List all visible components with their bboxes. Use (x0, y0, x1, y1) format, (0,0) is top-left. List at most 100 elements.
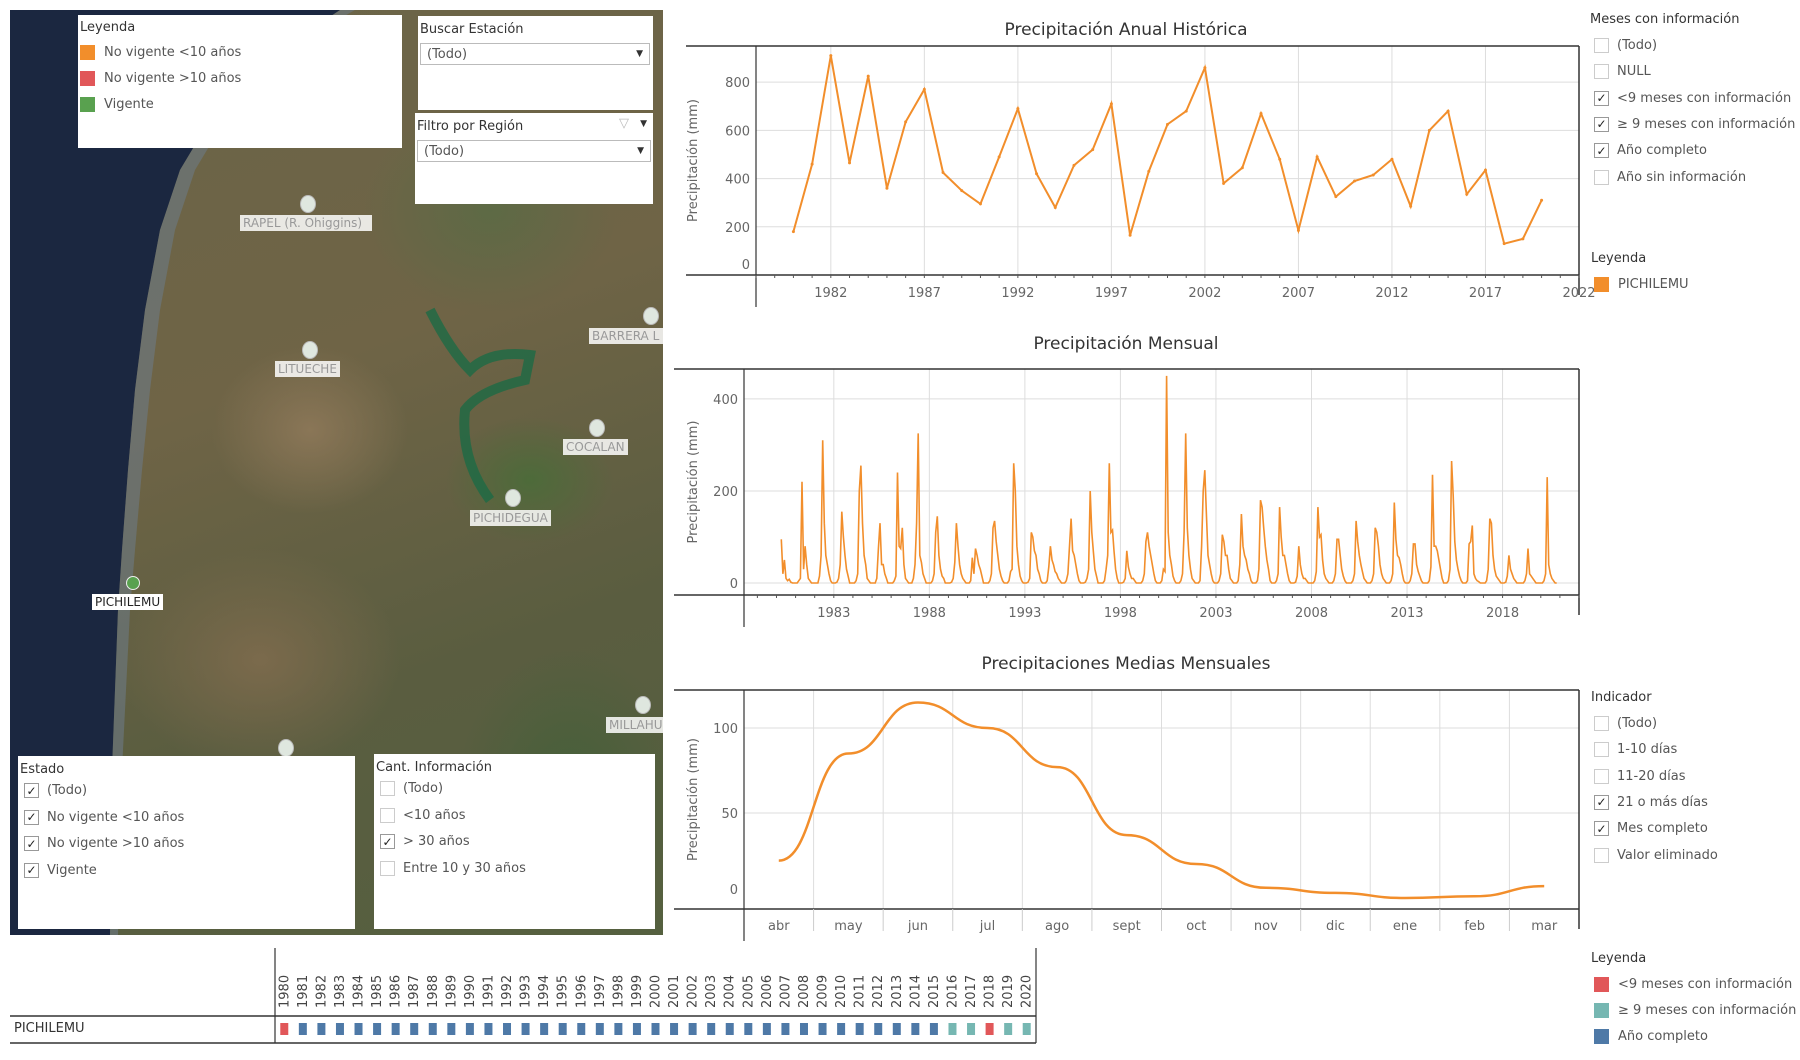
annual-data-point (997, 155, 1001, 159)
checkbox-unchecked[interactable] (1594, 169, 1609, 185)
checkbox-checked[interactable]: ✓ (24, 862, 39, 878)
year-column-header: 1981 (296, 975, 311, 1008)
station-marker-selected[interactable] (126, 576, 140, 590)
year-status-cell (818, 1023, 827, 1035)
x-tick-label: 2012 (1375, 286, 1408, 301)
checkbox-item[interactable]: Valor eliminado (1594, 847, 1718, 863)
year-column-header: 1995 (556, 975, 571, 1008)
station-marker[interactable] (643, 307, 659, 325)
checkbox-item[interactable]: 1-10 días (1594, 742, 1678, 758)
station-marker[interactable] (635, 696, 651, 714)
checkbox-item[interactable]: ✓ Vigente (24, 862, 97, 878)
checkbox-item[interactable]: NULL (1594, 64, 1651, 80)
checkbox-label: <10 años (403, 807, 466, 823)
checkbox-checked[interactable]: ✓ (380, 834, 395, 849)
checkbox-item[interactable]: (Todo) (1594, 716, 1657, 731)
station-label-pichilemu[interactable]: PICHILEMU (92, 594, 164, 610)
checkbox-item[interactable]: ✓ No vigente <10 años (24, 809, 184, 825)
x-tick-label: 1988 (913, 606, 946, 621)
checkbox-item[interactable]: 11-20 días (1594, 768, 1686, 784)
y-tick-label: 0 (730, 883, 738, 898)
annual-data-point (1371, 173, 1375, 177)
checkbox-unchecked[interactable] (380, 860, 395, 876)
station-label-cocalan[interactable]: COCALAN (563, 439, 628, 455)
y-tick-label: 50 (721, 807, 738, 822)
year-status-cell (428, 1023, 437, 1035)
filter-funnel-icon[interactable]: ▽ (619, 116, 629, 131)
annual-data-point (941, 171, 945, 175)
checkbox-unchecked[interactable] (1594, 716, 1609, 731)
filtro-region-select[interactable]: (Todo) ▼ (417, 140, 651, 162)
year-column-header: 2007 (778, 975, 793, 1008)
year-column-header: 1983 (333, 975, 348, 1008)
station-label-pichidegua[interactable]: PICHIDEGUA (470, 510, 551, 526)
checkbox-checked[interactable]: ✓ (24, 836, 39, 851)
checkbox-unchecked[interactable] (380, 807, 395, 823)
station-label-millahue[interactable]: MILLAHU (606, 717, 663, 733)
year-status-cell (503, 1023, 512, 1035)
year-status-cell (410, 1023, 419, 1035)
checkbox-item[interactable]: ✓ ≥ 9 meses con información (1594, 116, 1795, 132)
checkbox-checked[interactable]: ✓ (1594, 143, 1609, 159)
x-tick-label: 2003 (1199, 606, 1232, 621)
checkbox-label: (Todo) (1617, 716, 1658, 731)
station-marker[interactable] (300, 195, 316, 213)
station-map[interactable]: Leyenda No vigente <10 años No vigente >… (10, 10, 663, 935)
station-marker[interactable] (302, 341, 318, 359)
y-axis-label: Precipitación (mm) (686, 421, 701, 544)
buscar-estacion-select[interactable]: (Todo) ▼ (420, 43, 650, 65)
checkbox-unchecked[interactable] (1594, 847, 1609, 863)
x-category-label: jun (907, 919, 928, 934)
checkbox-label: 1-10 días (1617, 742, 1678, 758)
station-label-barrera[interactable]: BARRERA L (589, 328, 663, 344)
checkbox-item[interactable]: ✓ Año completo (1594, 143, 1707, 159)
y-tick-label: 600 (725, 124, 750, 139)
checkbox-item[interactable]: Año sin información (1594, 169, 1747, 185)
station-label-litueche[interactable]: LITUECHE (275, 361, 340, 377)
annual-data-point (1016, 107, 1020, 111)
checkbox-unchecked[interactable] (1594, 38, 1609, 53)
checkbox-checked[interactable]: ✓ (1594, 90, 1609, 106)
year-status-cell (335, 1023, 344, 1035)
checkbox-item[interactable]: ✓ Mes completo (1594, 821, 1708, 837)
checkbox-checked[interactable]: ✓ (1594, 794, 1609, 810)
y-tick-label: 400 (725, 173, 750, 188)
annual-data-point (1259, 111, 1263, 115)
checkbox-unchecked[interactable] (380, 781, 395, 796)
annual-data-point (810, 162, 814, 166)
annual-data-point (1240, 166, 1244, 170)
checkbox-item[interactable]: <10 años (380, 807, 466, 823)
checkbox-item[interactable]: (Todo) (1594, 38, 1657, 53)
x-tick-label: 2022 (1562, 286, 1595, 301)
swatch-red (1594, 977, 1609, 992)
year-status-cell (373, 1023, 382, 1035)
checkbox-item[interactable]: ✓ No vigente >10 años (24, 836, 184, 851)
checkbox-checked[interactable]: ✓ (1594, 821, 1609, 837)
checkbox-checked[interactable]: ✓ (24, 809, 39, 825)
station-marker[interactable] (589, 419, 605, 437)
checkbox-label: Año sin información (1617, 169, 1747, 185)
map-legend-title: Leyenda (80, 20, 136, 35)
checkbox-unchecked[interactable] (1594, 742, 1609, 758)
checkbox-checked[interactable]: ✓ (1594, 116, 1609, 132)
checkbox-item[interactable]: ✓ > 30 años (380, 834, 470, 849)
year-column-header: 2014 (908, 975, 923, 1008)
year-status-cell (354, 1023, 363, 1035)
checkbox-item[interactable]: ✓ (Todo) (24, 783, 87, 798)
checkbox-item[interactable]: (Todo) (380, 781, 443, 796)
x-tick-label: 2008 (1295, 606, 1328, 621)
checkbox-unchecked[interactable] (1594, 64, 1609, 80)
checkbox-item[interactable]: Entre 10 y 30 años (380, 860, 526, 876)
menu-arrow-icon[interactable]: ▼ (640, 119, 647, 129)
y-tick-label: 100 (713, 722, 738, 737)
checkbox-unchecked[interactable] (1594, 768, 1609, 784)
checkbox-item[interactable]: ✓ <9 meses con información (1594, 90, 1791, 106)
annual-data-point (1278, 157, 1282, 161)
checkbox-checked[interactable]: ✓ (24, 783, 39, 798)
annual-data-point (904, 120, 908, 124)
station-label-rapel[interactable]: RAPEL (R. Ohiggins) (240, 215, 372, 231)
station-marker[interactable] (505, 489, 521, 507)
annual-data-point (1053, 206, 1057, 210)
checkbox-item[interactable]: ✓ 21 o más días (1594, 794, 1708, 810)
legend-item-ge9: ≥ 9 meses con información (1594, 1003, 1796, 1018)
